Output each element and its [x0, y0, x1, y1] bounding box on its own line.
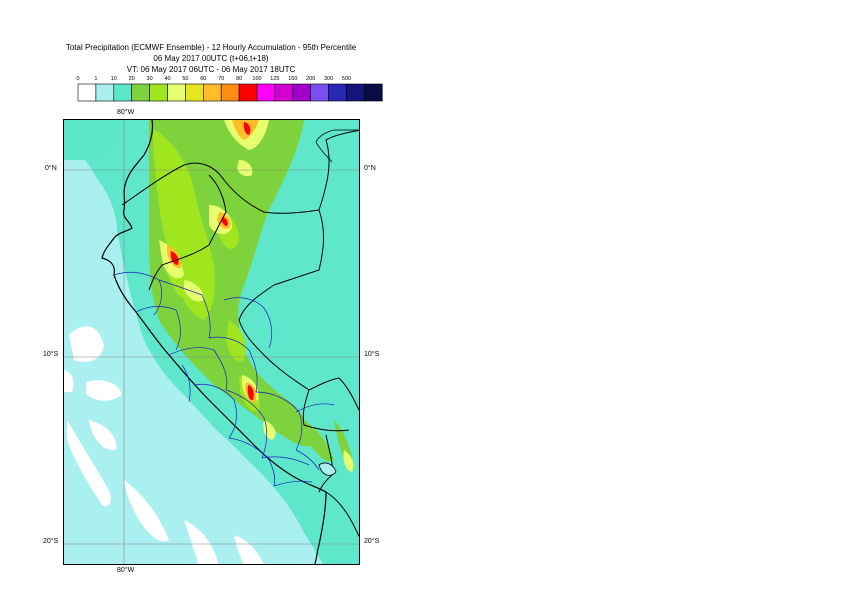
title-line-1: Total Precipitation (ECMWF Ensemble) - 1… — [65, 43, 357, 52]
lon-label-bottom: 80°W — [117, 567, 135, 574]
legend-threshold-label: 300 — [324, 76, 333, 82]
legend-threshold-label: 40 — [164, 76, 170, 82]
precip-20-30 — [153, 130, 215, 320]
legend-threshold-label: 50 — [182, 76, 188, 82]
legend-threshold-label: 200 — [306, 76, 315, 82]
border-peru-colombia-brazil — [238, 209, 359, 411]
border-ecuador-peru — [148, 174, 227, 291]
legend-box — [274, 83, 294, 102]
legend-box — [77, 83, 97, 102]
title-line-2: 06 May 2017 00UTC (t+06,t+18) — [153, 54, 269, 63]
map-canvas — [64, 120, 359, 564]
precipitation-legend: 0 1 10 20 30 40 50 60 70 80 100 125 150 200 300 500 — [76, 76, 383, 102]
legend-box — [149, 83, 168, 102]
legend-threshold-label: 150 — [288, 76, 297, 82]
chart-title-block: Total Precipitation (ECMWF Ensemble) - 1… — [0, 0, 842, 80]
legend-threshold-label: 30 — [147, 76, 153, 82]
border-ecuador-colombia — [121, 129, 359, 214]
legend-box — [113, 83, 133, 102]
legend-box — [310, 83, 329, 102]
lat-label-right-10: 10°S — [364, 351, 380, 358]
legend-threshold-label: 10 — [111, 76, 117, 82]
legend-box — [220, 83, 240, 102]
precip-80-100 — [243, 122, 251, 135]
lon-label-top: 80°W — [117, 109, 135, 116]
lat-label-left-10: 10°S — [43, 351, 59, 358]
title-line-3: VT: 06 May 2017 06UTC - 06 May 2017 18UT… — [126, 65, 296, 74]
lat-label-right-0: 0°N — [364, 165, 376, 172]
legend-box — [364, 83, 383, 102]
lat-label-left-0: 0°N — [45, 165, 57, 172]
border-chile-bolivia — [325, 491, 359, 538]
legend-box — [328, 83, 347, 102]
legend-box — [292, 83, 311, 102]
legend-threshold-label: 20 — [129, 76, 135, 82]
border-peru-brazil — [302, 389, 350, 432]
legend-threshold-label: 125 — [270, 76, 279, 82]
precip-1-10 — [64, 120, 124, 160]
legend-box — [256, 83, 276, 102]
land-light-precip — [159, 390, 316, 564]
legend-threshold-label: 0 — [76, 76, 79, 82]
legend-box — [203, 83, 222, 102]
legend-threshold-label: 80 — [236, 76, 242, 82]
legend-threshold-label: 1 — [94, 76, 97, 82]
legend-box — [167, 83, 186, 102]
legend-box — [185, 83, 204, 102]
legend-box — [95, 83, 115, 102]
legend-box — [346, 83, 365, 102]
legend-labels: 0 1 10 20 30 40 50 60 70 80 100 125 150 200 300 500 — [76, 76, 351, 82]
lake-titicaca — [318, 462, 337, 476]
legend-box — [131, 83, 150, 102]
coastline — [101, 120, 327, 564]
lat-label-right-20: 20°S — [364, 538, 380, 545]
legend-threshold-label: 500 — [342, 76, 351, 82]
legend-boxes — [77, 83, 383, 102]
precipitation-map — [63, 119, 360, 565]
legend-threshold-label: 70 — [218, 76, 224, 82]
lat-label-left-20: 20°S — [43, 538, 59, 545]
legend-threshold-label: 100 — [252, 76, 261, 82]
legend-threshold-label: 60 — [200, 76, 206, 82]
legend-box — [238, 83, 258, 102]
